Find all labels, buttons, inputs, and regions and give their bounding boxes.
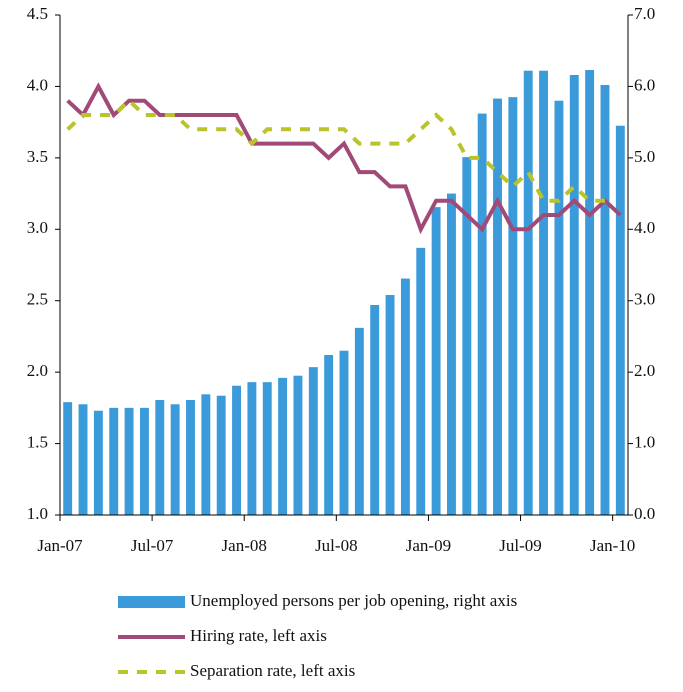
legend-label: Unemployed persons per job opening, righ… <box>190 591 517 610</box>
x-tick-label: Jan-07 <box>37 536 83 555</box>
bar <box>462 157 472 515</box>
x-tick-label: Jul-07 <box>131 536 174 555</box>
bar <box>93 410 103 515</box>
x-tick-label: Jul-08 <box>315 536 358 555</box>
bar <box>416 247 426 515</box>
bar <box>585 70 595 515</box>
x-tick-label: Jan-08 <box>222 536 267 555</box>
y2-tick-label: 4.0 <box>634 218 655 237</box>
y-tick-label: 1.5 <box>27 432 48 451</box>
y2-tick-label: 3.0 <box>634 290 655 309</box>
x-tick-label: Jul-09 <box>499 536 542 555</box>
x-tick-label: Jan-09 <box>406 536 451 555</box>
bar <box>170 404 180 515</box>
bar <box>139 407 149 515</box>
bar <box>124 407 134 515</box>
bar <box>339 350 349 515</box>
y-tick-label: 4.0 <box>27 75 48 94</box>
bar <box>493 98 502 516</box>
bar <box>247 382 257 515</box>
legend-label: Hiring rate, left axis <box>190 626 327 645</box>
bar <box>201 394 211 515</box>
bar <box>278 377 288 515</box>
bar <box>539 70 549 515</box>
bar <box>447 193 456 516</box>
bar <box>523 70 533 515</box>
bar <box>615 125 625 515</box>
bar <box>293 375 303 515</box>
y-tick-label: 2.0 <box>27 361 48 380</box>
bar <box>554 100 564 515</box>
y-tick-label: 3.5 <box>27 147 48 166</box>
bar <box>431 207 441 515</box>
y-tick-label: 3.0 <box>27 218 48 237</box>
bar <box>370 305 380 515</box>
y2-tick-label: 5.0 <box>634 147 655 166</box>
bar <box>109 407 119 515</box>
bar <box>354 327 364 515</box>
bar <box>216 395 226 515</box>
bar <box>569 75 579 515</box>
bar <box>324 355 334 515</box>
bar <box>232 385 241 515</box>
bar <box>186 400 195 515</box>
y-tick-label: 1.0 <box>27 504 48 523</box>
bar <box>262 382 272 515</box>
bar <box>508 97 518 516</box>
y2-tick-label: 6.0 <box>634 75 655 94</box>
y-tick-label: 2.5 <box>27 290 48 309</box>
y2-tick-label: 0.0 <box>634 504 655 523</box>
y-tick-label: 4.5 <box>27 4 48 23</box>
bar <box>400 278 410 515</box>
dashed-line <box>66 97 605 203</box>
bar <box>385 295 395 515</box>
x-tick-label: Jan-10 <box>590 536 635 555</box>
legend-label: Separation rate, left axis <box>190 661 355 680</box>
legend-swatch <box>118 596 185 608</box>
bar <box>78 404 88 515</box>
bar <box>63 402 73 515</box>
y2-tick-label: 2.0 <box>634 361 655 380</box>
bar <box>600 85 610 515</box>
bar <box>155 400 165 515</box>
y2-tick-label: 7.0 <box>634 4 655 23</box>
bar <box>308 367 318 515</box>
line <box>66 82 622 235</box>
y2-tick-label: 1.0 <box>634 432 655 451</box>
bar <box>477 113 487 516</box>
